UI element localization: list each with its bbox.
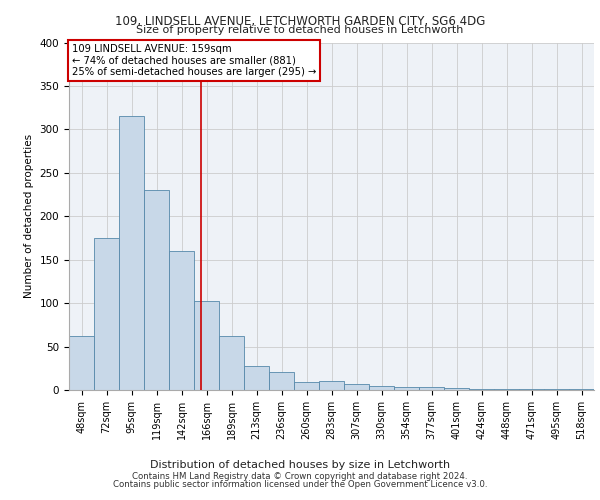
Bar: [469, 389, 494, 390]
Text: Contains HM Land Registry data © Crown copyright and database right 2024.: Contains HM Land Registry data © Crown c…: [132, 472, 468, 481]
Text: Contains public sector information licensed under the Open Government Licence v3: Contains public sector information licen…: [113, 480, 487, 489]
Bar: [194, 300, 219, 390]
Bar: [519, 389, 544, 390]
Bar: [69, 336, 94, 390]
Bar: [169, 251, 194, 390]
Y-axis label: Number of detached properties: Number of detached properties: [24, 134, 34, 298]
Bar: [394, 386, 419, 390]
Text: Size of property relative to detached houses in Letchworth: Size of property relative to detached ho…: [136, 25, 464, 35]
Bar: [219, 336, 244, 390]
Bar: [269, 372, 294, 390]
Bar: [294, 382, 319, 390]
Bar: [344, 384, 369, 390]
Bar: [94, 238, 119, 390]
Text: 109 LINDSELL AVENUE: 159sqm
← 74% of detached houses are smaller (881)
25% of se: 109 LINDSELL AVENUE: 159sqm ← 74% of det…: [71, 44, 316, 78]
Bar: [144, 190, 169, 390]
Bar: [419, 388, 444, 390]
Bar: [544, 389, 569, 390]
Bar: [494, 389, 519, 390]
Bar: [569, 389, 594, 390]
Bar: [319, 382, 344, 390]
Bar: [119, 116, 144, 390]
Bar: [444, 388, 469, 390]
Text: 109, LINDSELL AVENUE, LETCHWORTH GARDEN CITY, SG6 4DG: 109, LINDSELL AVENUE, LETCHWORTH GARDEN …: [115, 15, 485, 28]
Text: Distribution of detached houses by size in Letchworth: Distribution of detached houses by size …: [150, 460, 450, 470]
Bar: [244, 366, 269, 390]
Bar: [369, 386, 394, 390]
